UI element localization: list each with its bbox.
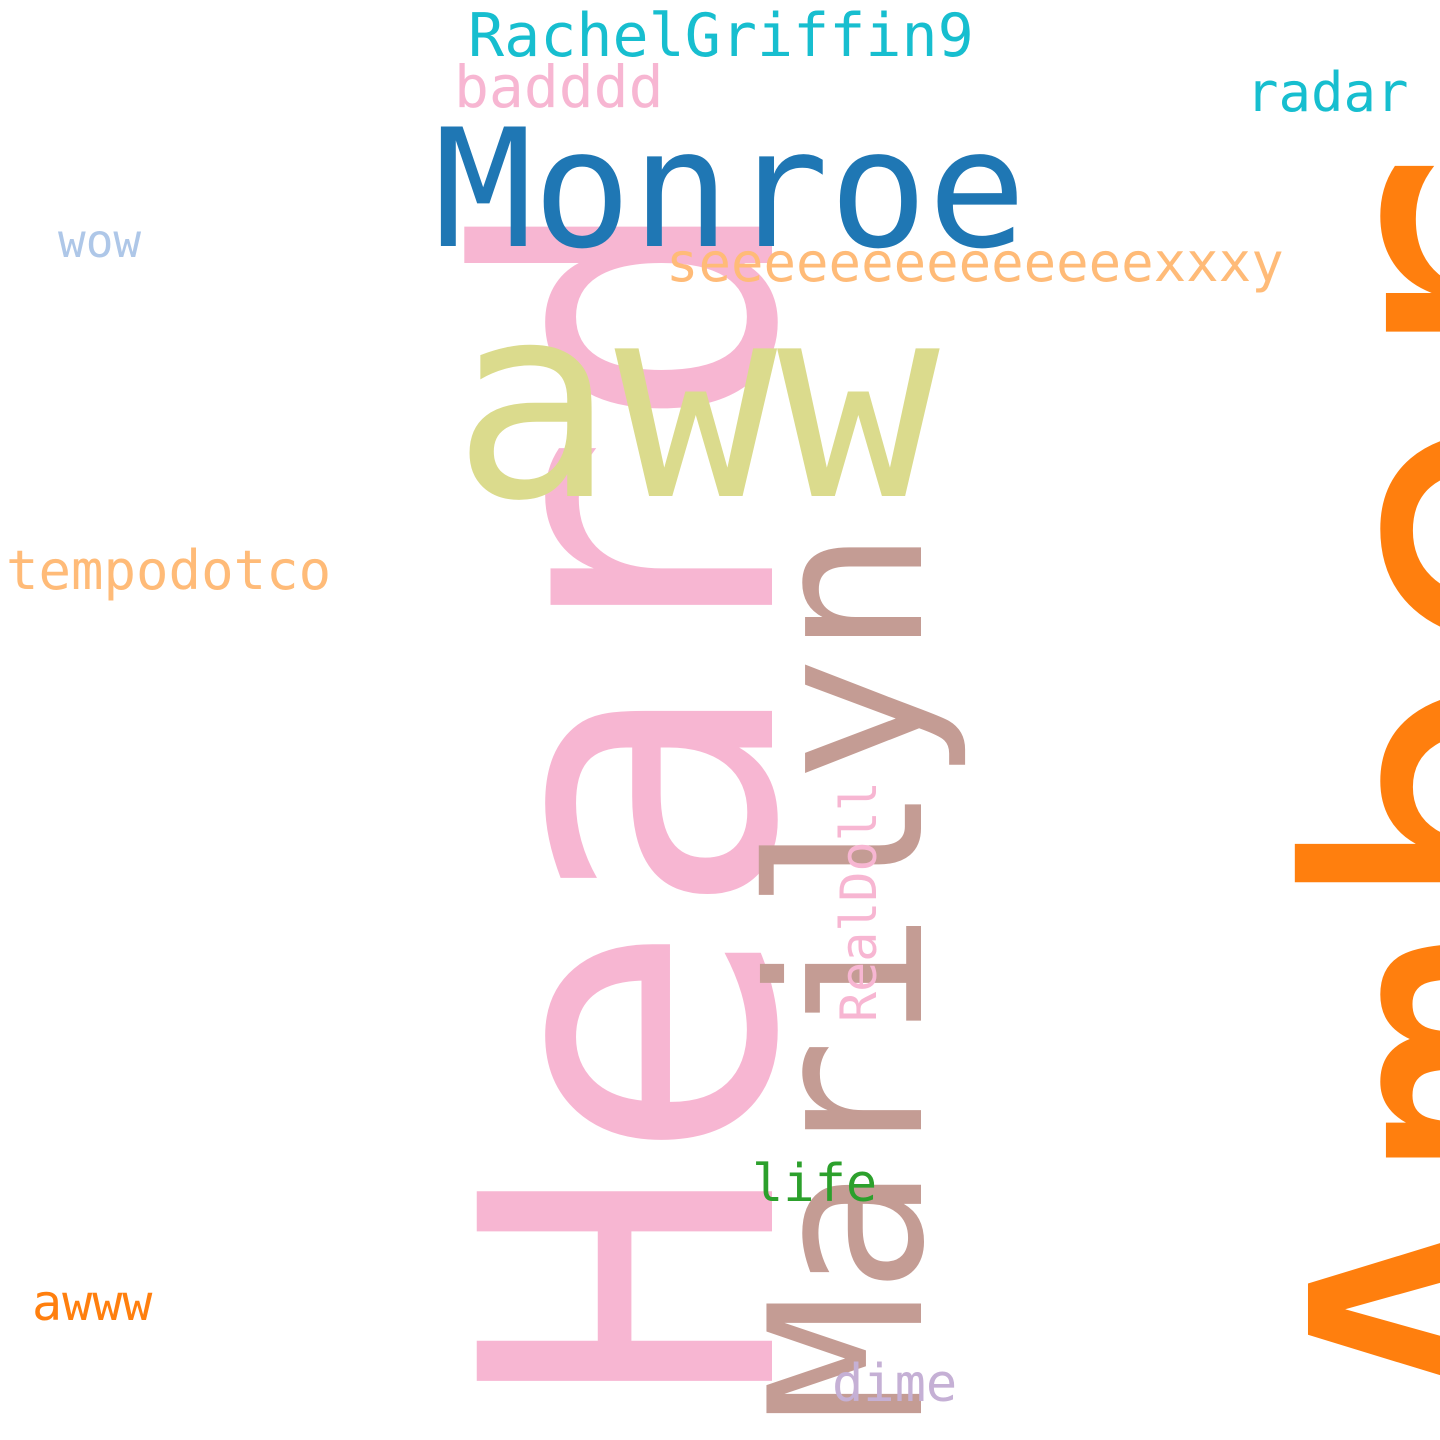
word-wow: wow — [58, 214, 142, 268]
word-aww: aww — [452, 245, 940, 560]
word-badddd: badddd — [454, 53, 664, 121]
word-realdoll: RealDoll — [830, 781, 888, 1022]
word-life: life — [752, 1154, 878, 1214]
word-sexy: seeeeeeeeeeeeeexxxy — [666, 231, 1284, 294]
word-amber: Amber — [1223, 149, 1440, 1438]
word-monroe: Monroe — [434, 94, 1027, 285]
word-dime: dime — [832, 1354, 958, 1414]
word-awww: awww — [32, 1274, 153, 1332]
word-tempodotco: tempodotco — [6, 539, 332, 602]
word-rachelgriffin9: RachelGriffin9 — [468, 1, 974, 71]
word-radar: radar — [1246, 61, 1409, 124]
